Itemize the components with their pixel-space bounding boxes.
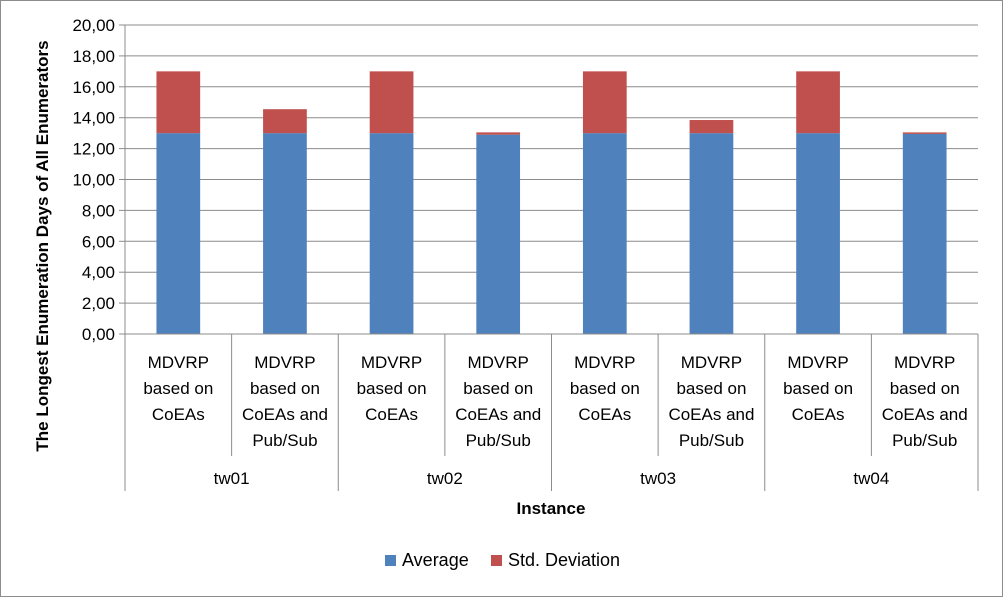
y-tick-label: 12,00 [72, 140, 115, 159]
x-category-label: Pub/Sub [892, 431, 957, 450]
x-category-label: based on [250, 379, 320, 398]
x-category-label: based on [357, 379, 427, 398]
x-category-label: MDVRP [467, 353, 528, 372]
y-tick-label: 2,00 [82, 294, 115, 313]
bar-segment-average [156, 133, 201, 334]
gridlines [125, 24, 978, 304]
bar-segment-std-deviation [796, 71, 840, 134]
y-tick-label: 6,00 [82, 232, 115, 251]
x-category-label: MDVRP [574, 353, 635, 372]
legend: Average Std. Deviation [385, 550, 620, 570]
x-category-label: Pub/Sub [679, 431, 744, 450]
x-group-label: tw04 [853, 469, 889, 488]
y-tick-label: 18,00 [72, 47, 115, 66]
x-category-label: MDVRP [148, 353, 209, 372]
bar-segment-average [689, 133, 734, 334]
x-category-label: based on [676, 379, 746, 398]
x-group-label: tw02 [427, 469, 463, 488]
bar-segment-std-deviation [689, 120, 734, 134]
x-category-label: CoEAs [365, 405, 418, 424]
bar-segment-average [476, 134, 521, 334]
bars [156, 71, 947, 334]
bar-segment-average [796, 133, 840, 334]
y-tick-label: 0,00 [82, 325, 115, 344]
x-category-label: CoEAs and [882, 405, 968, 424]
y-tick-label: 10,00 [72, 171, 115, 190]
legend-label: Std. Deviation [508, 550, 620, 570]
x-group-label: tw01 [214, 469, 250, 488]
legend-label: Average [402, 550, 469, 570]
x-category-label: CoEAs [792, 405, 845, 424]
bar-segment-average [369, 133, 414, 334]
bar-segment-std-deviation [902, 132, 947, 134]
x-group-label: tw03 [640, 469, 676, 488]
x-category-label: MDVRP [787, 353, 848, 372]
y-tick-labels: 0,00 2,00 4,00 6,00 8,00 10,00 12,00 14,00 16,00… [72, 16, 115, 344]
x-category-label: CoEAs and [668, 405, 754, 424]
x-category-label: based on [890, 379, 960, 398]
x-category-label: CoEAs [578, 405, 631, 424]
x-category-label: CoEAs and [455, 405, 541, 424]
bar-segment-std-deviation [263, 109, 307, 134]
x-category-label: based on [783, 379, 853, 398]
legend-swatch [491, 555, 502, 566]
x-category-labels: MDVRP based on CoEAs MDVRP based on CoEAs and… [143, 353, 967, 488]
bar-segment-average [582, 133, 627, 334]
x-axis-label: Instance [517, 499, 586, 518]
bar-segment-std-deviation [369, 71, 414, 134]
axes [119, 24, 979, 491]
legend-swatch [385, 555, 396, 566]
bar-segment-std-deviation [582, 71, 627, 134]
bar-segment-std-deviation [156, 71, 201, 134]
y-tick-label: 20,00 [72, 16, 115, 35]
x-category-label: Pub/Sub [466, 431, 531, 450]
x-category-label: Pub/Sub [252, 431, 317, 450]
x-category-label: MDVRP [254, 353, 315, 372]
x-category-label: based on [570, 379, 640, 398]
y-tick-label: 16,00 [72, 78, 115, 97]
bar-segment-average [902, 133, 947, 334]
y-tick-label: 14,00 [72, 109, 115, 128]
y-tick-label: 4,00 [82, 263, 115, 282]
y-tick-label: 8,00 [82, 201, 115, 220]
x-category-label: MDVRP [681, 353, 742, 372]
x-category-label: CoEAs and [242, 405, 328, 424]
x-category-label: MDVRP [361, 353, 422, 372]
y-axis-label: The Longest Enumeration Days of All Enum… [33, 40, 52, 451]
x-category-label: based on [463, 379, 533, 398]
bar-segment-std-deviation [476, 132, 521, 135]
x-category-label: MDVRP [894, 353, 955, 372]
x-category-label: based on [143, 379, 213, 398]
x-category-label: CoEAs [152, 405, 205, 424]
bar-segment-average [263, 133, 307, 334]
